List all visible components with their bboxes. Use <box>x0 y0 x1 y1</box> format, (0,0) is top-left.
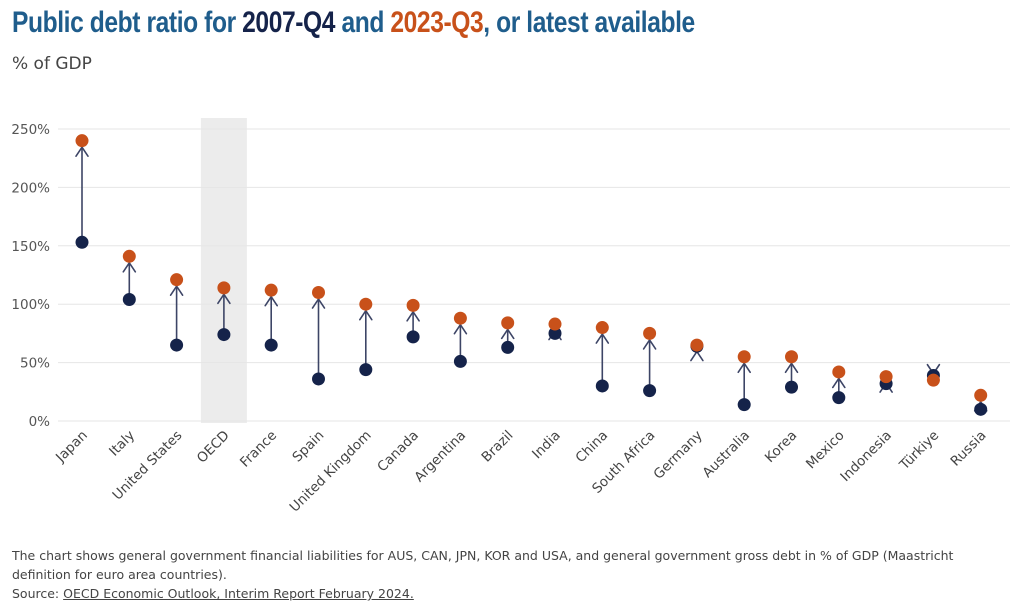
point-2023-q3 <box>217 281 231 295</box>
point-2023-q3 <box>264 283 278 297</box>
highlight-band <box>200 118 247 423</box>
chart-footer: The chart shows general government finan… <box>12 546 1002 603</box>
source-label: Source: <box>12 586 64 601</box>
y-tick-label: 200% <box>11 180 50 196</box>
title-period-end: 2023-Q3 <box>390 6 484 39</box>
y-tick-label: 0% <box>29 414 51 430</box>
point-2023-q3 <box>75 134 89 148</box>
point-2007-q4 <box>312 372 325 386</box>
category-label: Japan <box>52 428 91 467</box>
point-2023-q3 <box>406 298 420 312</box>
title-part3: , or latest available <box>483 6 695 39</box>
category-label: Russia <box>948 428 990 470</box>
point-2007-q4 <box>974 402 988 416</box>
point-2023-q3 <box>974 388 988 402</box>
category-label: United Kingdom <box>287 428 375 516</box>
point-2007-q4 <box>643 384 657 398</box>
point-2023-q3 <box>737 350 751 364</box>
y-tick-label: 250% <box>11 122 50 138</box>
change-arrowhead <box>690 350 704 362</box>
chart-subtitle: % of GDP <box>12 54 92 74</box>
point-2007-q4 <box>75 235 89 249</box>
point-2007-q4 <box>217 328 231 342</box>
category-label: France <box>237 428 280 471</box>
point-2023-q3 <box>690 338 704 352</box>
point-2007-q4 <box>406 330 420 344</box>
title-period-start: 2007-Q4 <box>242 6 336 39</box>
point-2007-q4 <box>737 398 751 412</box>
point-2023-q3 <box>122 249 136 263</box>
point-2023-q3 <box>501 316 515 330</box>
source-link[interactable]: OECD Economic Outlook, Interim Report Fe… <box>63 586 414 601</box>
category-label: China <box>573 428 612 467</box>
point-2007-q4 <box>832 391 846 405</box>
category-label: Indonesia <box>837 428 894 485</box>
point-2023-q3 <box>453 311 467 325</box>
title-part2: and <box>335 6 391 39</box>
point-2007-q4 <box>359 363 373 377</box>
y-tick-label: 150% <box>11 239 50 255</box>
title-part1: Public debt ratio for <box>12 6 243 39</box>
point-2007-q4 <box>453 354 467 368</box>
point-2007-q4 <box>501 340 515 354</box>
point-2023-q3 <box>926 373 940 387</box>
point-2023-q3 <box>832 365 846 379</box>
y-tick-label: 50% <box>20 356 50 372</box>
y-tick-label: 100% <box>11 297 50 313</box>
category-label: India <box>529 428 564 463</box>
point-2023-q3 <box>548 317 562 331</box>
category-label: Italy <box>106 428 138 460</box>
point-2023-q3 <box>359 297 373 311</box>
footer-note: The chart shows general government finan… <box>12 548 954 582</box>
point-2007-q4 <box>122 293 136 307</box>
point-2023-q3 <box>312 286 325 300</box>
point-2007-q4 <box>595 379 609 393</box>
category-label: Mexico <box>803 428 848 473</box>
category-label: Korea <box>762 428 800 466</box>
point-2007-q4 <box>264 338 278 352</box>
category-label: OECD <box>194 428 233 467</box>
category-label: Brazil <box>479 428 517 466</box>
point-2023-q3 <box>879 370 893 384</box>
category-label: Türkiye <box>896 428 942 474</box>
point-2023-q3 <box>595 321 609 335</box>
category-label: Canada <box>374 428 422 476</box>
category-label: Germany <box>651 428 706 483</box>
point-2007-q4 <box>548 326 562 340</box>
point-2023-q3 <box>643 326 657 340</box>
chart-title: Public debt ratio for 2007-Q4 and 2023-Q… <box>12 6 695 40</box>
footer-source: Source: OECD Economic Outlook, Interim R… <box>12 584 1002 603</box>
point-2023-q3 <box>785 350 798 364</box>
category-label: Australia <box>699 428 753 482</box>
category-label: Argentina <box>411 428 469 486</box>
point-2007-q4 <box>170 338 184 352</box>
category-label: Spain <box>289 428 327 466</box>
point-2023-q3 <box>170 273 184 287</box>
point-2007-q4 <box>785 380 798 394</box>
